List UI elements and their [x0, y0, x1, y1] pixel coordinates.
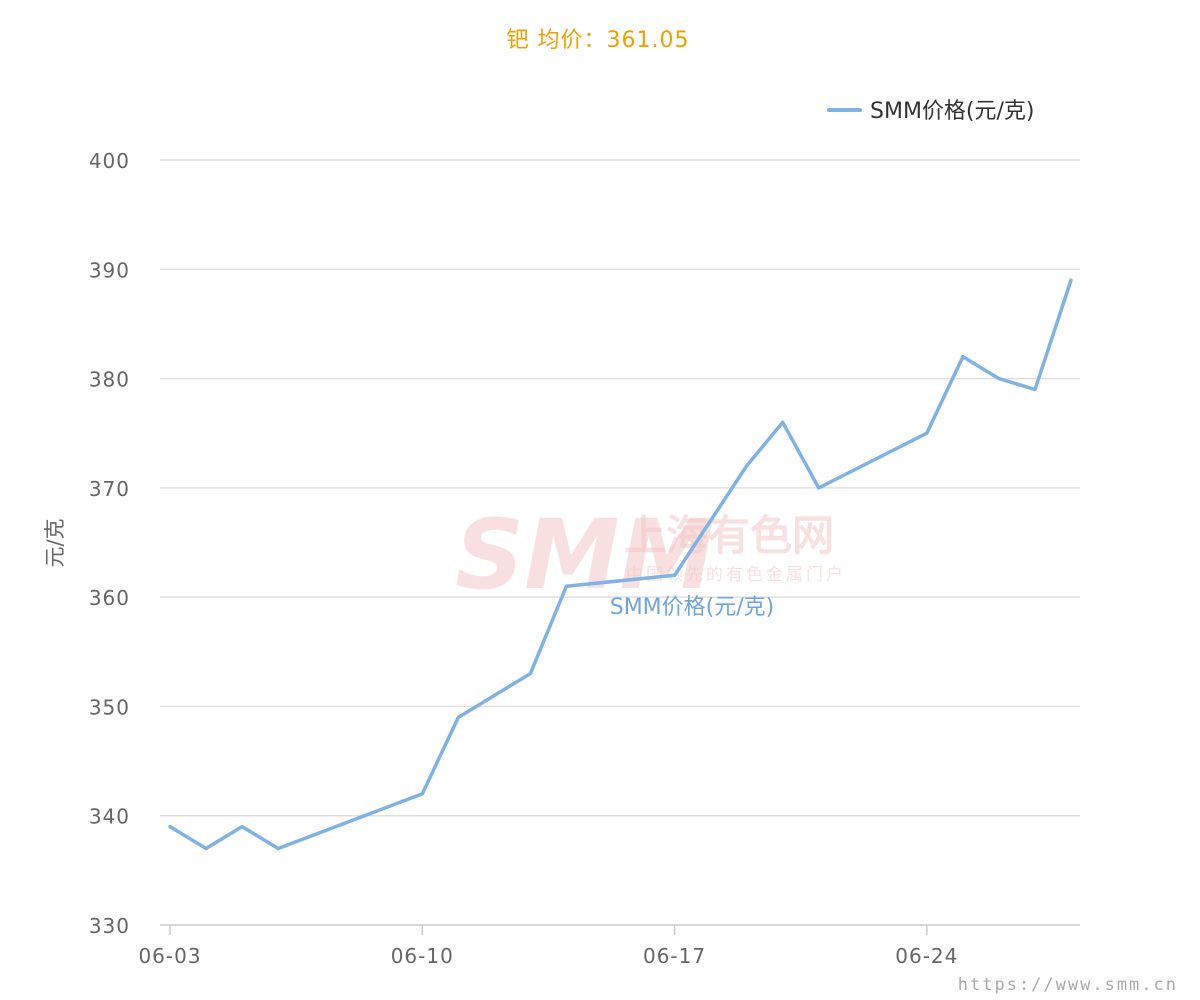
x-tick-label-06-10: 06-10	[391, 944, 454, 968]
watermark: SMM 上海有色网 中国领先的有色金属门户	[455, 499, 846, 611]
y-tick-label-360: 360	[89, 586, 130, 610]
y-tick-label-350: 350	[89, 695, 130, 719]
y-axis: 330 340 350 360 370 380 390 400	[89, 149, 130, 938]
chart-title: 钯 均价：361.05	[507, 28, 690, 53]
source-url[interactable]: https://www.smm.cn	[958, 975, 1178, 995]
y-tick-label-340: 340	[89, 805, 130, 829]
y-tick-label-390: 390	[89, 258, 130, 282]
series-group	[168, 278, 1073, 851]
x-axis: 06-03 06-10 06-17 06-24	[138, 924, 1080, 968]
legend[interactable]: SMM价格(元/克)	[827, 99, 1035, 124]
x-tick-label-06-03: 06-03	[138, 944, 201, 968]
grid	[160, 159, 1080, 817]
watermark-tagline: 中国领先的有色金属门户	[626, 565, 846, 585]
y-tick-label-400: 400	[89, 149, 130, 173]
x-tick-label-06-24: 06-24	[895, 944, 958, 968]
series-inline-label: SMM价格(元/克)	[610, 595, 775, 620]
y-axis-label: 元/克	[43, 518, 67, 567]
watermark-logo: SMM	[455, 499, 715, 611]
y-tick-label-370: 370	[89, 477, 130, 501]
legend-label[interactable]: SMM价格(元/克)	[870, 99, 1035, 124]
y-tick-label-330: 330	[89, 914, 130, 938]
y-tick-label-380: 380	[89, 368, 130, 392]
x-tick-label-06-17: 06-17	[643, 944, 706, 968]
watermark-name: 上海有色网	[624, 511, 834, 560]
